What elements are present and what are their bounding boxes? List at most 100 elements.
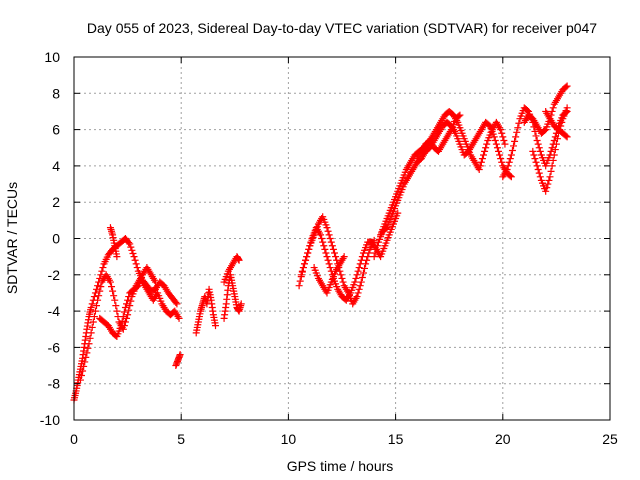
data-point-marker	[542, 187, 550, 195]
data-point-marker	[530, 151, 538, 159]
data-point-marker	[85, 340, 93, 348]
x-tick-label: 5	[177, 431, 185, 447]
data-point-marker	[496, 151, 504, 159]
data-point-marker	[127, 297, 135, 305]
data-point-marker	[563, 133, 571, 141]
data-point-marker	[547, 147, 555, 155]
data-point-marker	[546, 173, 554, 181]
x-tick-labels: 0 5 10 15 20 25	[70, 431, 618, 447]
data-point-marker	[302, 256, 310, 264]
grid-lines	[74, 57, 610, 420]
data-point-marker	[298, 267, 306, 275]
data-point-marker	[553, 135, 561, 143]
data-point-marker	[87, 303, 95, 311]
data-point-marker	[548, 144, 556, 152]
data-point-marker	[91, 307, 99, 315]
data-point-marker	[113, 307, 121, 315]
data-point-marker	[500, 136, 508, 144]
data-point-marker	[128, 246, 136, 254]
data-point-marker	[492, 140, 500, 148]
data-point-marker	[535, 144, 543, 152]
data-point-marker	[125, 239, 133, 247]
data-point-marker	[332, 253, 340, 261]
data-point-marker	[113, 253, 121, 261]
data-point-marker	[109, 287, 117, 295]
data-point-marker	[324, 256, 332, 264]
data-point-marker	[531, 155, 539, 163]
data-point-marker	[173, 300, 181, 308]
data-point-marker	[355, 285, 363, 293]
data-point-marker	[121, 303, 129, 311]
data-point-marker	[482, 144, 490, 152]
data-point-marker	[120, 308, 128, 316]
data-point-marker	[295, 282, 303, 290]
data-point-marker	[548, 107, 556, 115]
data-point-marker	[322, 249, 330, 257]
data-point-marker	[372, 245, 380, 253]
data-point-marker	[507, 173, 515, 181]
data-point-marker	[125, 293, 133, 301]
data-point-marker	[455, 112, 463, 120]
data-point-marker	[296, 277, 304, 285]
data-points	[70, 82, 571, 404]
data-point-marker	[95, 292, 103, 300]
data-point-marker	[394, 209, 402, 217]
data-point-marker	[358, 274, 366, 282]
data-point-marker	[324, 227, 332, 235]
data-point-marker	[78, 372, 86, 380]
data-point-marker	[532, 132, 540, 140]
y-tick-label: 8	[52, 85, 60, 101]
data-point-marker	[549, 104, 557, 112]
data-point-marker	[126, 240, 134, 248]
data-point-marker	[305, 245, 313, 253]
y-axis-label: SDTVAR / TECUs	[4, 182, 20, 294]
data-point-marker	[89, 318, 97, 326]
data-point-marker	[90, 313, 98, 321]
data-point-marker	[88, 323, 96, 331]
data-point-marker	[97, 283, 105, 291]
x-tick-label: 25	[602, 431, 618, 447]
data-point-marker	[83, 349, 91, 357]
data-point-marker	[511, 137, 519, 145]
y-tick-label: -10	[40, 412, 60, 428]
data-point-marker	[563, 104, 571, 112]
data-point-marker	[337, 271, 345, 279]
data-point-marker	[112, 302, 120, 310]
data-point-marker	[370, 253, 378, 261]
data-point-marker	[498, 129, 506, 137]
x-tick-label: 20	[495, 431, 511, 447]
data-point-marker	[549, 156, 557, 164]
y-tick-label: 10	[44, 49, 60, 65]
data-point-marker	[504, 162, 512, 170]
data-point-marker	[130, 253, 138, 261]
axis-ticks	[73, 56, 611, 421]
data-point-marker	[370, 236, 378, 244]
y-tick-label: 2	[52, 194, 60, 210]
data-point-marker	[499, 133, 507, 141]
data-point-marker	[303, 253, 311, 261]
data-point-marker	[365, 249, 373, 257]
data-point-marker	[90, 293, 98, 301]
data-point-marker	[491, 136, 499, 144]
data-point-marker	[96, 287, 104, 295]
data-point-marker	[506, 155, 514, 163]
x-axis-label: GPS time / hours	[287, 458, 394, 474]
data-point-marker	[300, 260, 308, 268]
data-point-marker	[533, 162, 541, 170]
data-point-marker	[361, 264, 369, 272]
data-point-marker	[131, 256, 139, 264]
data-point-marker	[503, 166, 511, 174]
data-point-marker	[506, 172, 514, 180]
data-point-marker	[512, 133, 520, 141]
data-point-marker	[86, 334, 94, 342]
data-point-marker	[475, 166, 483, 174]
data-point-marker	[354, 289, 362, 297]
data-point-marker	[476, 162, 484, 170]
data-point-marker	[317, 231, 325, 239]
data-point-marker	[485, 121, 493, 129]
data-point-marker	[510, 142, 518, 150]
data-point-marker	[354, 267, 362, 275]
data-point-marker	[353, 271, 361, 279]
data-point-marker	[330, 249, 338, 257]
